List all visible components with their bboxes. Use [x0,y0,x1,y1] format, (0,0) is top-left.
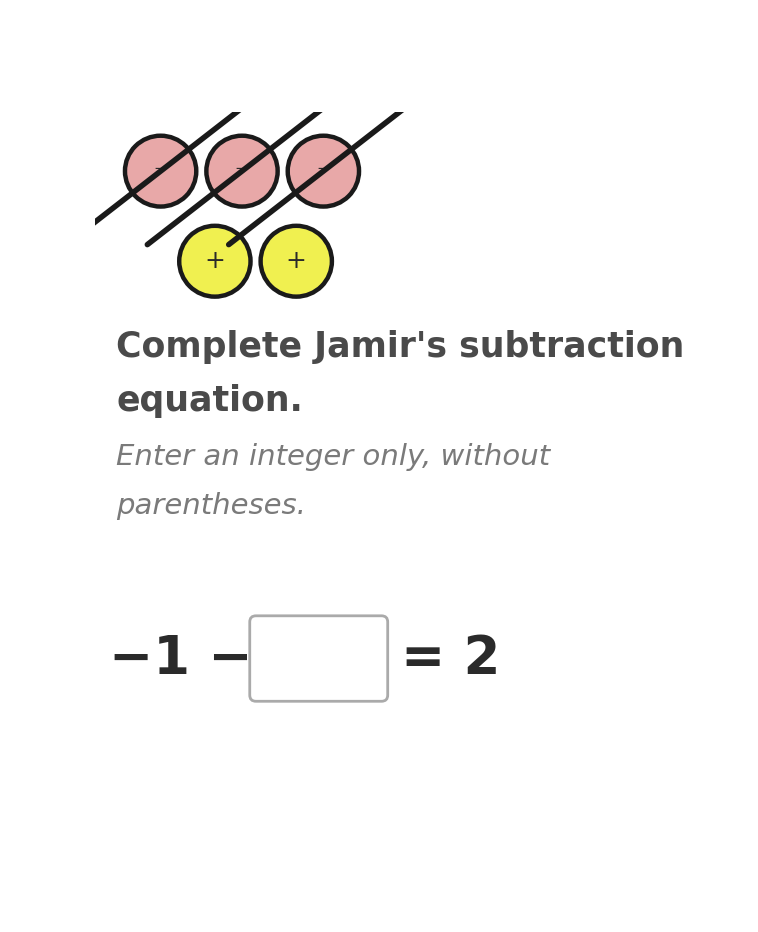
Text: −: − [316,160,329,175]
Circle shape [261,226,332,296]
Text: +: + [205,249,225,273]
Text: Complete Jamir's subtraction: Complete Jamir's subtraction [117,330,684,363]
Text: −: − [235,160,248,175]
Text: equation.: equation. [117,384,303,418]
Text: = 2: = 2 [401,633,500,684]
Text: −: − [153,160,166,175]
Circle shape [125,136,196,207]
Circle shape [288,136,359,207]
Text: +: + [286,249,307,273]
Circle shape [206,136,277,207]
Text: −1 −: −1 − [108,633,252,684]
Text: parentheses.: parentheses. [117,492,306,520]
FancyBboxPatch shape [249,616,387,701]
Circle shape [179,226,251,296]
Text: Enter an integer only, without: Enter an integer only, without [117,444,550,472]
